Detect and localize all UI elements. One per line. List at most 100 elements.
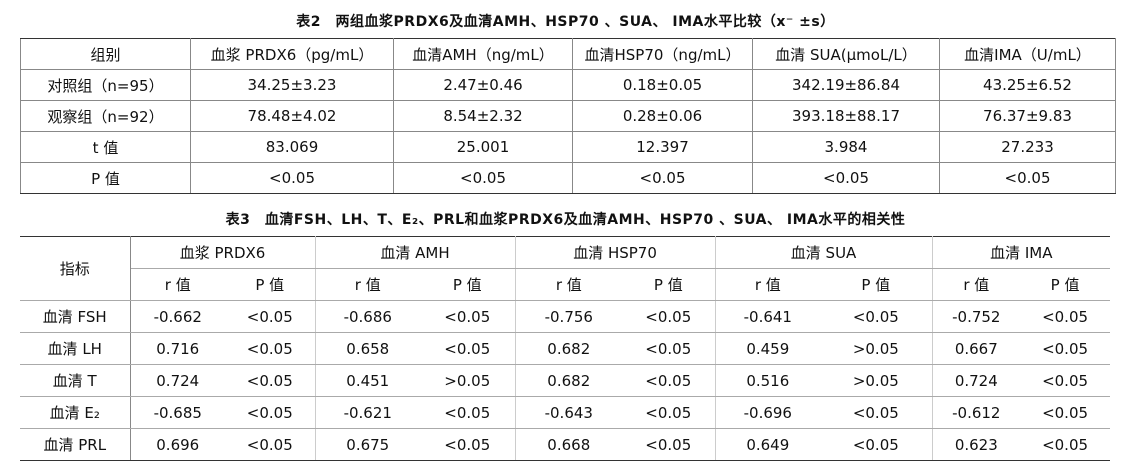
subheader-cell: r 值 <box>315 268 421 301</box>
cell: <0.05 <box>420 332 516 365</box>
cell: 0.649 <box>715 428 821 461</box>
cell: 血清 LH <box>20 332 131 365</box>
cell: >0.05 <box>820 364 933 397</box>
cell: 0.667 <box>932 332 1021 365</box>
header-cell: 血清IMA（U/mL） <box>939 38 1116 70</box>
cell: <0.05 <box>572 162 753 194</box>
cell: 12.397 <box>572 131 753 163</box>
cell: <0.05 <box>420 300 516 333</box>
cell: <0.05 <box>420 428 516 461</box>
cell: <0.05 <box>1020 428 1111 461</box>
table-row: 对照组（n=95） 34.25±3.23 2.47±0.46 0.18±0.05 342… <box>20 69 1116 101</box>
cell: <0.05 <box>820 300 933 333</box>
header-cell: 血清HSP70（ng/mL） <box>572 38 753 70</box>
cell: 83.069 <box>190 131 394 163</box>
cell: <0.05 <box>622 332 716 365</box>
cell: 血清 E₂ <box>20 396 131 429</box>
cell: -0.641 <box>715 300 821 333</box>
cell: 对照组（n=95） <box>20 69 191 101</box>
header-row: 指标 血浆 PRDX6 血清 AMH 血清 HSP70 血清 SUA 血清 IMA <box>20 236 1111 301</box>
cell: 27.233 <box>939 131 1116 163</box>
header-cell: 血清 AMH <box>315 236 516 269</box>
cell: 0.696 <box>130 428 225 461</box>
header-cell: 血浆 PRDX6 <box>130 236 316 269</box>
cell: -0.662 <box>130 300 225 333</box>
cell: 0.516 <box>715 364 821 397</box>
subheader-cell: r 值 <box>130 268 225 301</box>
cell: -0.685 <box>130 396 225 429</box>
subheader-cell: r 值 <box>932 268 1021 301</box>
table-row: 血清 FSH -0.662 <0.05 -0.686 <0.05 -0.756 <0.05-… <box>20 300 1111 333</box>
cell: <0.05 <box>622 364 716 397</box>
cell: <0.05 <box>393 162 573 194</box>
header-cell: 组别 <box>20 38 191 70</box>
header-cell: 血清 IMA <box>932 236 1111 269</box>
cell: 76.37±9.83 <box>939 100 1116 132</box>
cell: 0.682 <box>515 364 623 397</box>
cell: -0.686 <box>315 300 421 333</box>
cell: 25.001 <box>393 131 573 163</box>
cell: 0.451 <box>315 364 421 397</box>
cell: 0.682 <box>515 332 623 365</box>
cell: 0.623 <box>932 428 1021 461</box>
cell: <0.05 <box>752 162 940 194</box>
cell: 342.19±86.84 <box>752 69 940 101</box>
subheader-cell: r 值 <box>515 268 623 301</box>
cell: 0.658 <box>315 332 421 365</box>
cell: <0.05 <box>622 300 716 333</box>
table-title: 表2 两组血浆PRDX6及血清AMH、HSP70 、SUA、 IMA水平比较（x… <box>296 14 835 30</box>
cell: 血清 T <box>20 364 131 397</box>
cell: <0.05 <box>622 428 716 461</box>
cell: 0.18±0.05 <box>572 69 753 101</box>
table-row: t 值 83.069 25.001 12.397 3.984 27.233 <box>20 131 1116 163</box>
cell: 2.47±0.46 <box>393 69 573 101</box>
cell: 78.48±4.02 <box>190 100 394 132</box>
header-cell: 血清 HSP70 <box>515 236 716 269</box>
cell: <0.05 <box>225 364 316 397</box>
cell: <0.05 <box>225 332 316 365</box>
header-row: 组别 血浆 PRDX6（pg/mL） 血清AMH（ng/mL） 血清HSP70（ng/… <box>20 38 1116 70</box>
table-row: 观察组（n=92） 78.48±4.02 8.54±2.32 0.28±0.06 393… <box>20 100 1116 132</box>
cell: 血清 FSH <box>20 300 131 333</box>
cell: 34.25±3.23 <box>190 69 394 101</box>
table-row: P 值 <0.05 <0.05 <0.05 <0.05 <0.05 <box>20 162 1116 194</box>
table-title: 表3 血清FSH、LH、T、E₂、PRL和血浆PRDX6及血清AMH、HSP70… <box>225 212 906 228</box>
cell: 血清 PRL <box>20 428 131 461</box>
cell: 393.18±88.17 <box>752 100 940 132</box>
cell: <0.05 <box>939 162 1116 194</box>
subheader-cell: P 值 <box>1020 268 1111 301</box>
cell: 3.984 <box>752 131 940 163</box>
subheader-cell: P 值 <box>622 268 716 301</box>
cell: <0.05 <box>225 396 316 429</box>
cell: <0.05 <box>1020 332 1111 365</box>
subheader-cell: P 值 <box>225 268 316 301</box>
cell: <0.05 <box>1020 300 1111 333</box>
cell: <0.05 <box>420 396 516 429</box>
cell: -0.612 <box>932 396 1021 429</box>
cell: t 值 <box>20 131 191 163</box>
cell: -0.643 <box>515 396 623 429</box>
cell: 0.716 <box>130 332 225 365</box>
table-row: 血清 PRL 0.696 <0.05 0.675 <0.05 0.668 <0.05 0.64… <box>20 428 1111 461</box>
cell: <0.05 <box>190 162 394 194</box>
cell: 0.459 <box>715 332 821 365</box>
cell: -0.756 <box>515 300 623 333</box>
subheader-cell: P 值 <box>420 268 516 301</box>
cell: <0.05 <box>820 428 933 461</box>
cell: <0.05 <box>1020 364 1111 397</box>
cell: <0.05 <box>820 396 933 429</box>
header-cell: 血清 SUA <box>715 236 933 269</box>
cell: -0.621 <box>315 396 421 429</box>
cell: <0.05 <box>1020 396 1111 429</box>
table-row: 血清 T 0.724 <0.05 0.451 >0.05 0.682 <0.05 0.516 >… <box>20 364 1111 397</box>
header-cell: 血清AMH（ng/mL） <box>393 38 573 70</box>
cell: <0.05 <box>225 428 316 461</box>
cell: >0.05 <box>420 364 516 397</box>
table: 组别 血浆 PRDX6（pg/mL） 血清AMH（ng/mL） 血清HSP70（ng/… <box>20 38 1116 194</box>
subheader-cell: r 值 <box>715 268 821 301</box>
header-cell: 血清 SUA(μmoL/L） <box>752 38 940 70</box>
cell: 0.28±0.06 <box>572 100 753 132</box>
